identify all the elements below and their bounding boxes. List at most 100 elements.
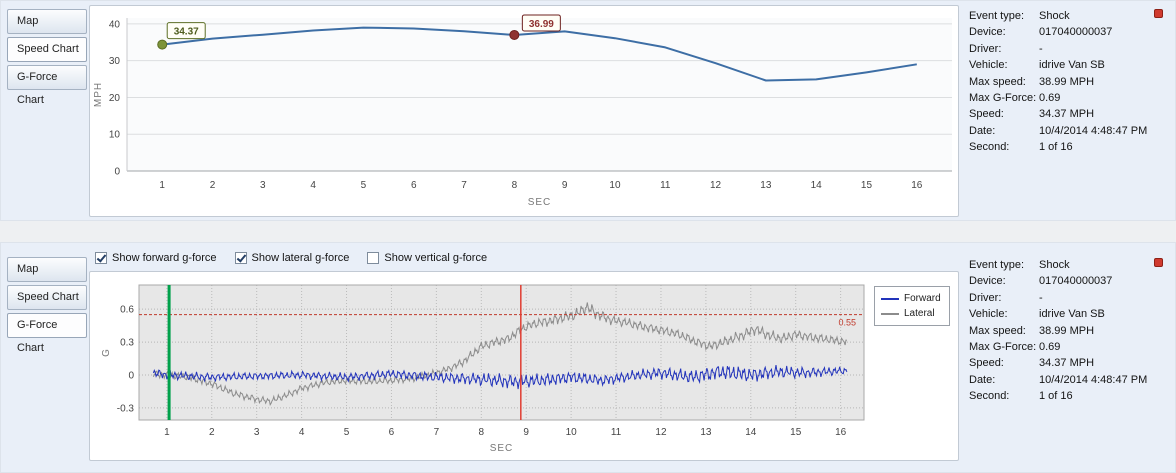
detail-label: Driver: [969,42,1002,55]
legend-label: Lateral [904,308,935,319]
detail-value: Shock [1039,259,1070,271]
checkbox-icon[interactable] [95,252,107,264]
svg-text:10: 10 [609,180,621,191]
legend-forward: Forward [881,291,943,306]
detail-value: Shock [1039,10,1070,22]
lateral-line-swatch [881,312,899,315]
legend-lateral: Lateral [881,306,943,321]
svg-text:7: 7 [461,180,467,191]
detail-row-max-gforce: Max G-Force: 0.69 [969,90,1173,106]
detail-value: 10/4/2014 4:48:47 PM [1039,373,1148,386]
svg-text:0: 0 [128,371,134,382]
x-axis-title: SEC [528,197,552,208]
series-lateral [152,302,847,407]
bottom-tabstrip: Map Speed Chart G-Force Chart [7,257,87,354]
detail-label: Speed: [969,357,1004,370]
checkbox-show-forward-gforce[interactable]: Show forward g-force [95,252,217,264]
detail-row-speed: Speed: 34.37 MPH [969,106,1173,122]
tab-map[interactable]: Map [7,257,87,282]
detail-label: Date: [969,124,996,137]
gforce-chart[interactable]: -0.3 0 0.3 0.6 1 2 3 4 5 6 7 8 9 10 11 12 13 14 15 16 0.55 G S… [89,271,959,461]
detail-value: 38.99 MPH [1039,324,1095,337]
svg-text:3: 3 [260,180,266,191]
tab-speed-chart[interactable]: Speed Chart [7,37,87,62]
tab-speed-chart[interactable]: Speed Chart [7,285,87,310]
svg-text:2: 2 [209,427,215,438]
gforce-chart-canvas[interactable]: -0.300.30.61 2 3 4 5 6 7 8 9 10 11 12 13 14 15 160.55GS… [90,272,958,460]
detail-row-second: Second: 1 of 16 [969,388,1173,404]
plot-border [138,284,865,421]
detail-row-event-type: Event type: Shock [969,8,1173,24]
svg-text:5: 5 [344,427,350,438]
detail-row-vehicle: Vehicle: idrive Van SB [969,57,1173,73]
point-marker[interactable] [509,29,520,40]
speed-panel: Map Speed Chart G-Force Chart 0 10 20 30 40 1… [0,0,1176,221]
gforce-options: Show forward g-force Show lateral g-forc… [95,249,487,267]
detail-label: Event type: [969,10,1025,22]
detail-label: Vehicle: [969,308,1008,321]
svg-text:15: 15 [861,180,873,191]
plot-area[interactable] [127,18,952,171]
checkbox-icon[interactable] [234,252,247,264]
detail-value: idrive Van SB [1039,308,1105,321]
tab-gforce-chart[interactable]: G-Force Chart [7,313,87,354]
detail-value: 0.69 [1039,341,1061,354]
detail-row-date: Date: 10/4/2014 4:48:47 PM [969,123,1173,139]
svg-text:5: 5 [361,180,367,191]
svg-text:12: 12 [710,180,722,191]
checkbox-label: Show forward g-force [112,252,217,264]
svg-text:30: 30 [109,56,121,67]
plot-area[interactable] [139,285,864,420]
detail-row-max-speed: Max speed: 38.99 MPH [969,74,1173,90]
x-axis-ticks: 1 2 3 4 5 6 7 8 9 10 11 12 13 14 15 16 [159,180,922,191]
svg-text:0: 0 [114,167,120,178]
detail-value: 017040000037 [1039,26,1113,39]
event-details-bottom: Event type: Shock Device: 017040000037 Dri… [969,257,1173,405]
svg-text:4: 4 [299,427,305,438]
checkbox-icon[interactable] [367,252,380,264]
checkbox-show-lateral-gforce[interactable]: Show lateral g-force [234,252,349,264]
svg-text:3: 3 [254,427,260,438]
series-forward [152,365,848,390]
svg-text:-0.3: -0.3 [117,403,135,414]
threshold-label: 0.55 [838,318,856,328]
svg-text:16: 16 [835,427,847,438]
forward-line-swatch [881,297,899,300]
point-marker[interactable] [157,39,168,50]
detail-value: 017040000037 [1039,275,1113,288]
detail-row-max-speed: Max speed: 38.99 MPH [969,323,1173,339]
detail-value: idrive Van SB [1039,59,1105,72]
svg-text:11: 11 [611,427,622,438]
svg-text:13: 13 [700,427,712,438]
checkbox-show-vertical-gforce[interactable]: Show vertical g-force [367,252,487,264]
speed-line [162,26,917,82]
svg-text:11: 11 [660,180,671,191]
detail-row-date: Date: 10/4/2014 4:48:47 PM [969,372,1173,388]
detail-label: Driver: [969,291,1002,304]
checkbox-label: Show vertical g-force [384,252,488,264]
annotation-box [166,22,206,40]
svg-text:1: 1 [164,427,170,438]
svg-text:9: 9 [523,427,529,438]
svg-text:16: 16 [911,180,923,191]
detail-label: Device: [969,26,1006,39]
svg-text:0.3: 0.3 [120,338,134,349]
alert-icon [1154,258,1163,267]
tab-map[interactable]: Map [7,9,87,34]
legend-label: Forward [904,293,941,304]
detail-row-vehicle: Vehicle: idrive Van SB [969,306,1173,322]
tab-gforce-chart[interactable]: G-Force Chart [7,65,87,106]
svg-text:13: 13 [760,180,772,191]
svg-text:12: 12 [655,427,667,438]
speed-chart[interactable]: 0 10 20 30 40 1 2 3 4 5 6 7 8 9 10 11 12 13 14 15 16 MPH SEC 34… [89,5,959,217]
detail-row-speed: Speed: 34.37 MPH [969,355,1173,371]
detail-value: - [1039,42,1043,55]
detail-value: 10/4/2014 4:48:47 PM [1039,124,1148,137]
svg-text:4: 4 [310,180,316,191]
detail-label: Max speed: [969,75,1026,88]
x-axis-title: SEC [490,443,514,454]
detail-value: 1 of 16 [1039,141,1073,154]
svg-text:0.6: 0.6 [120,305,134,316]
